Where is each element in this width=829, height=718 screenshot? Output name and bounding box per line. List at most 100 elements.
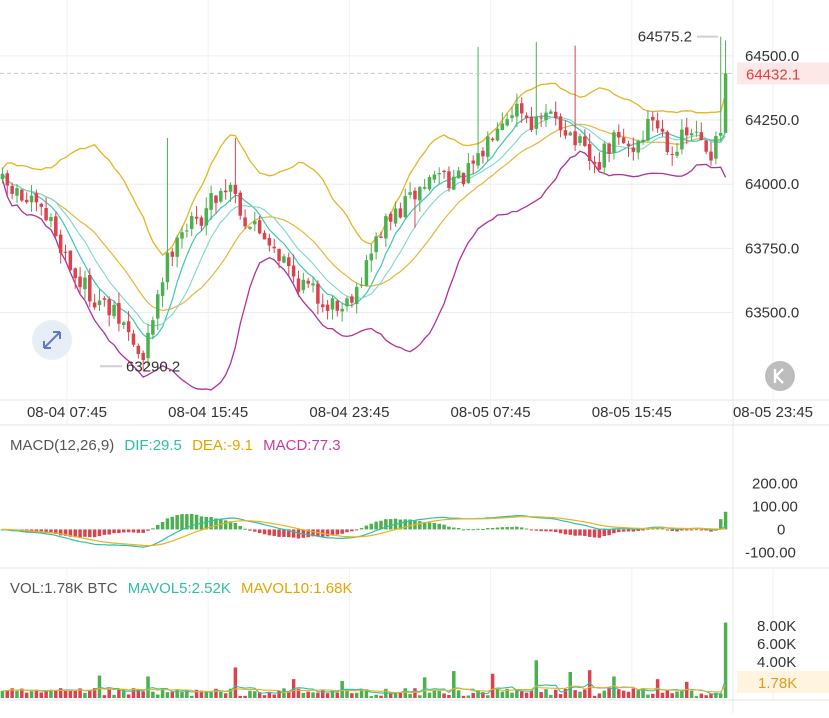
candle-body: [204, 208, 209, 226]
candle-body: [388, 213, 393, 222]
candle-body: [29, 195, 34, 203]
volume-bar: [325, 693, 330, 698]
candle-body: [524, 115, 529, 118]
macd-histogram-bar: [524, 528, 529, 530]
candle-body: [160, 282, 165, 296]
macd-histogram-bar: [325, 529, 330, 537]
macd-histogram-bar: [223, 520, 228, 530]
volume-bar: [524, 692, 529, 698]
volume-bar: [626, 691, 631, 698]
volume-bar: [597, 693, 602, 698]
candle-body: [384, 216, 388, 239]
macd-histogram-bar: [583, 529, 587, 536]
candle-body: [709, 151, 713, 161]
candle-body: [408, 192, 412, 195]
macd-histogram-bar: [418, 521, 422, 530]
candle-body: [238, 192, 242, 216]
scroll-latest-button[interactable]: [765, 361, 795, 391]
macd-histogram-bar: [267, 529, 272, 536]
candle-body: [592, 161, 597, 165]
macd-histogram-bar: [107, 529, 111, 535]
candle-body: [689, 133, 694, 136]
volume-bar: [374, 694, 378, 698]
time-tick-label: 08-05 15:45: [592, 404, 672, 421]
candle-body: [24, 199, 29, 203]
macd-histogram-bar: [160, 521, 165, 530]
macd-histogram-bar: [471, 529, 475, 531]
macd-histogram-bar: [452, 527, 456, 530]
macd-histogram-bar: [350, 529, 354, 532]
boll-upper-line: [1, 82, 727, 257]
volume-bar: [29, 691, 34, 698]
candle-body: [617, 131, 621, 138]
volume-bar: [515, 689, 519, 698]
volume-bar: [641, 688, 645, 698]
macd-histogram-bar: [447, 526, 451, 530]
volume-bar: [44, 690, 48, 698]
macd-histogram-bar: [68, 529, 73, 537]
macd-histogram-bar: [490, 527, 495, 530]
candle-body: [311, 283, 315, 286]
candle-body: [636, 140, 640, 153]
candle-body: [233, 184, 238, 194]
macd-histogram-bar: [58, 529, 63, 536]
candle-body: [282, 256, 286, 263]
volume-bar: [248, 690, 252, 698]
chevron-left-icon: [773, 368, 784, 384]
volume-bar: [646, 694, 650, 698]
macd-histogram-bar: [248, 529, 252, 531]
candle-body: [621, 137, 626, 144]
candle-body: [151, 320, 155, 335]
macd-histogram-bar: [63, 529, 68, 536]
macd-histogram-bar: [495, 527, 500, 530]
macd-histogram-bar: [44, 529, 48, 534]
candle-body: [573, 131, 577, 146]
time-tick-label: 08-04 15:45: [168, 404, 248, 421]
macd-histogram-bar: [209, 517, 213, 530]
macd-histogram-bar: [437, 523, 441, 530]
macd-histogram-bar: [354, 529, 359, 531]
candle-body: [418, 187, 422, 201]
volume-bar: [63, 691, 68, 698]
volume-bar: [718, 693, 723, 698]
candle-body: [607, 143, 611, 154]
volume-bar: [364, 689, 369, 698]
volume-bar: [155, 694, 160, 698]
candle-body: [675, 151, 679, 156]
macd-histogram-bar: [151, 528, 155, 530]
macd-histogram-bar: [379, 520, 383, 530]
candle-body: [437, 173, 441, 175]
volume-bar: [631, 688, 636, 698]
candle-body: [427, 177, 432, 190]
volume-bar: [39, 692, 44, 698]
volume-bar: [723, 622, 728, 698]
macd-histogram-bar: [306, 529, 310, 538]
candle-body: [422, 186, 427, 189]
candle-body: [461, 172, 466, 185]
macd-histogram-bar: [296, 529, 301, 539]
macd-histogram-bar: [597, 529, 602, 538]
macd-histogram-bar: [665, 529, 670, 531]
macd-histogram-bar: [660, 528, 665, 530]
volume-bar: [422, 677, 427, 698]
volume-bar: [24, 692, 29, 698]
volume-bar: [272, 694, 276, 698]
volume-bar: [335, 692, 340, 698]
macd-histogram-bar: [345, 529, 349, 533]
volume-bar: [296, 688, 301, 698]
volume-bar: [704, 695, 708, 698]
candle-body: [490, 138, 495, 141]
volume-bar: [204, 691, 209, 698]
volume-bar: [621, 690, 626, 698]
volume-bar: [592, 695, 597, 698]
volume-bar: [146, 676, 150, 698]
macd-histogram-bar: [549, 529, 553, 532]
candle-body: [267, 238, 272, 246]
current-price-tag: [737, 62, 829, 85]
candle-body: [641, 139, 645, 142]
candle-body: [553, 111, 558, 119]
candle-body: [20, 189, 24, 201]
macd-histogram-bar: [117, 529, 121, 534]
candle-body: [398, 208, 403, 218]
